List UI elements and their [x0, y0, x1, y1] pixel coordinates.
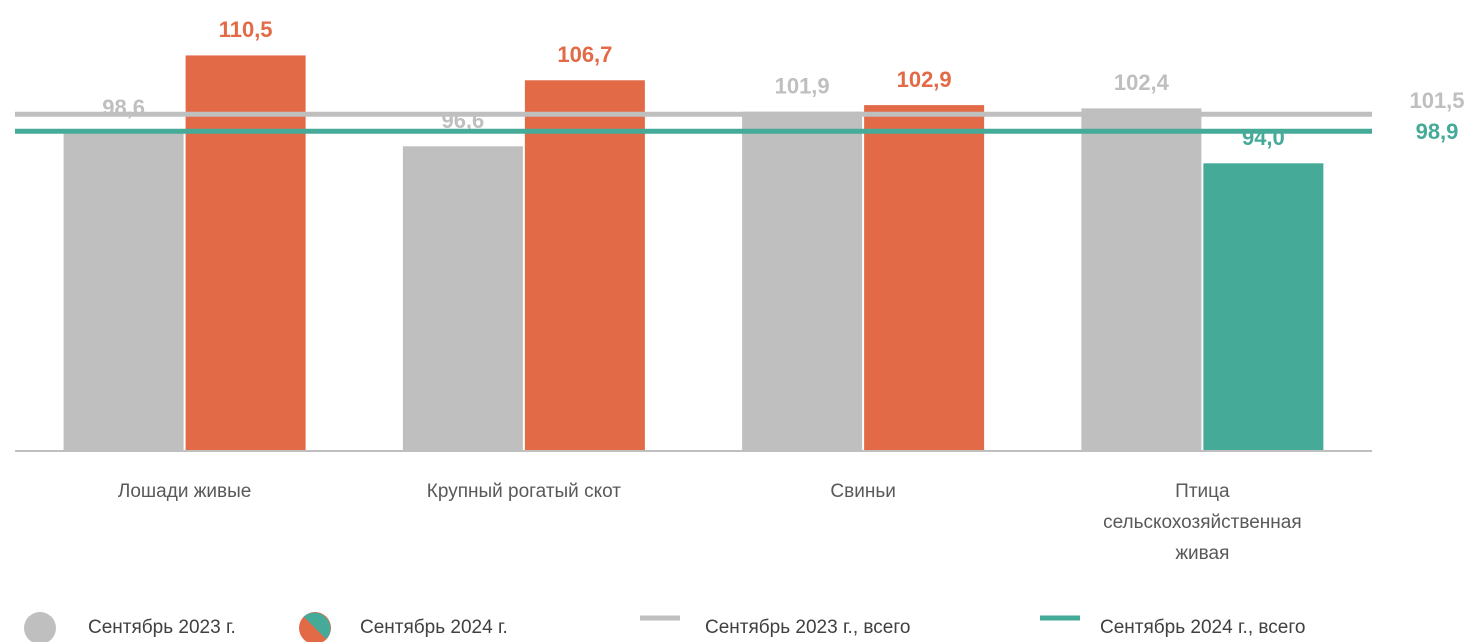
bar [402, 146, 523, 452]
x-label-box: Птица сельскохозяйственная живая [1103, 481, 1302, 564]
value-label: 101,9 [775, 73, 830, 98]
x-label-box: Лошади живые [117, 481, 252, 502]
x-label-box: Свиньи [830, 481, 896, 502]
bar [1081, 108, 1202, 451]
legend-icon [24, 612, 56, 642]
legend-label: Сентябрь 2024 г., всего [1100, 617, 1305, 638]
x-label-box: Крупный рогатый скот [426, 481, 621, 502]
value-label: 102,4 [1114, 70, 1170, 95]
bar [185, 55, 306, 452]
value-label: 102,9 [897, 67, 952, 92]
value-label: 106,7 [557, 42, 612, 67]
bar [63, 133, 184, 451]
bar [524, 80, 645, 452]
bar [864, 105, 985, 451]
legend-label: Сентябрь 2023 г. [88, 617, 236, 638]
x-tick-label: Свиньи [830, 481, 896, 502]
x-tick-label: Птица сельскохозяйственная живая [1103, 481, 1302, 564]
x-tick-label: Лошади живые [117, 481, 252, 502]
reference-label: 98,9 [1416, 119, 1459, 144]
x-tick-label: Крупный рогатый скот [426, 481, 621, 502]
reference-label: 101,5 [1409, 88, 1464, 113]
legend-label: Сентябрь 2023 г., всего [705, 617, 910, 638]
bar [1203, 163, 1324, 452]
legend-icon [303, 612, 331, 640]
value-label: 110,5 [219, 17, 273, 42]
bar [742, 111, 863, 452]
legend-label: Сентябрь 2024 г. [360, 617, 508, 638]
